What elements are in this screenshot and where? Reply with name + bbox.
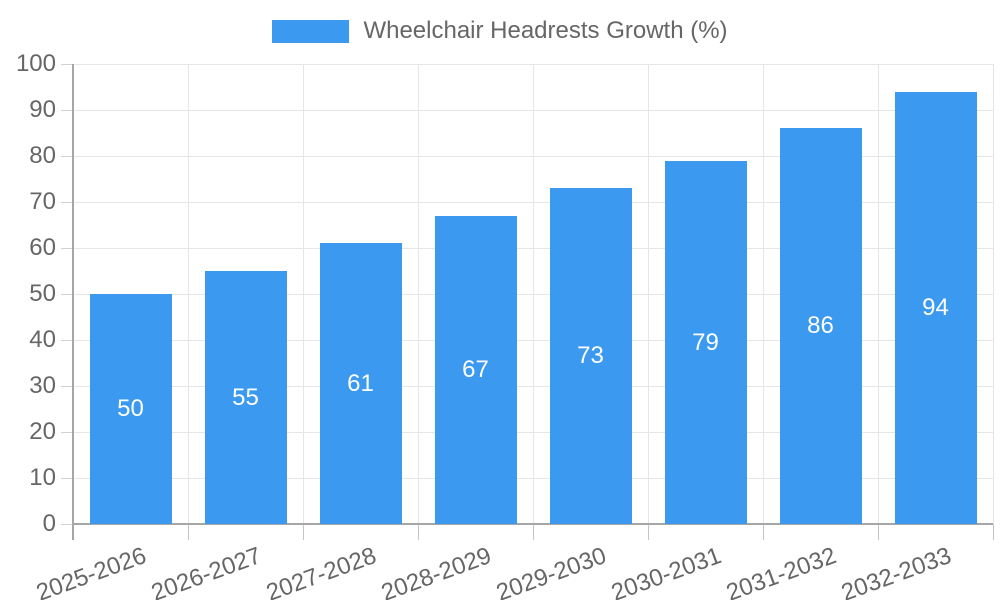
bar-value-label: 94 bbox=[922, 294, 949, 321]
legend-label: Wheelchair Headrests Growth (%) bbox=[363, 17, 728, 44]
x-axis-tick bbox=[877, 524, 879, 540]
gridline-vertical bbox=[532, 64, 534, 524]
y-axis-tick bbox=[61, 109, 73, 111]
y-axis-tick-label: 100 bbox=[15, 50, 56, 77]
bar bbox=[204, 271, 287, 524]
y-axis-line bbox=[72, 64, 74, 540]
legend-item[interactable]: Wheelchair Headrests Growth (%) bbox=[0, 16, 1000, 46]
y-axis-tick-label: 20 bbox=[29, 418, 56, 445]
bar-value-label: 61 bbox=[347, 369, 374, 397]
bar bbox=[89, 294, 172, 524]
y-axis-tick bbox=[61, 339, 73, 341]
y-axis-tick bbox=[61, 477, 73, 479]
x-axis-tick bbox=[762, 524, 764, 540]
y-axis-tick bbox=[61, 293, 73, 295]
bar-value-label: 50 bbox=[117, 395, 144, 422]
bar-value-label: 86 bbox=[807, 312, 834, 339]
bar-value-label: 73 bbox=[577, 342, 604, 369]
x-axis-tick bbox=[302, 524, 304, 540]
x-axis-tick bbox=[417, 524, 419, 540]
bar bbox=[894, 92, 977, 524]
gridline-vertical bbox=[762, 64, 764, 524]
bar bbox=[319, 243, 402, 524]
y-axis-tick-label: 80 bbox=[29, 142, 56, 169]
y-axis-tick bbox=[61, 431, 73, 433]
bar bbox=[434, 216, 517, 524]
gridline-vertical bbox=[187, 64, 189, 524]
y-axis-tick bbox=[61, 63, 73, 65]
x-axis-tick bbox=[992, 524, 994, 540]
x-axis-tick bbox=[647, 524, 649, 540]
gridline-vertical bbox=[647, 64, 649, 524]
x-axis-tick bbox=[187, 524, 189, 540]
legend-swatch-icon bbox=[272, 19, 350, 43]
y-axis-tick-label: 30 bbox=[29, 372, 56, 399]
gridline-vertical bbox=[302, 64, 304, 524]
y-axis-tick-label: 10 bbox=[29, 464, 56, 491]
bar-value-label: 55 bbox=[232, 383, 259, 411]
y-axis-tick-label: 40 bbox=[29, 326, 56, 353]
gridline-vertical bbox=[992, 64, 994, 524]
bar bbox=[664, 161, 747, 524]
y-axis-tick-label: 90 bbox=[29, 96, 56, 123]
bar bbox=[549, 188, 632, 524]
y-axis-tick bbox=[61, 247, 73, 249]
y-axis-tick bbox=[61, 201, 73, 203]
y-axis-tick bbox=[61, 155, 73, 157]
y-axis-tick-label: 70 bbox=[29, 188, 56, 215]
x-axis-line bbox=[73, 523, 993, 525]
bar bbox=[779, 128, 862, 524]
bar-value-label: 79 bbox=[692, 328, 719, 356]
bar-value-label: 67 bbox=[462, 356, 489, 383]
x-axis-tick bbox=[532, 524, 534, 540]
y-axis-tick-label: 0 bbox=[42, 510, 56, 537]
y-axis-tick-label: 60 bbox=[29, 234, 56, 261]
y-axis-tick bbox=[61, 523, 73, 525]
y-axis-tick bbox=[61, 385, 73, 387]
gridline-vertical bbox=[417, 64, 419, 524]
gridline-vertical bbox=[877, 64, 879, 524]
y-axis-tick-label: 50 bbox=[29, 280, 56, 307]
